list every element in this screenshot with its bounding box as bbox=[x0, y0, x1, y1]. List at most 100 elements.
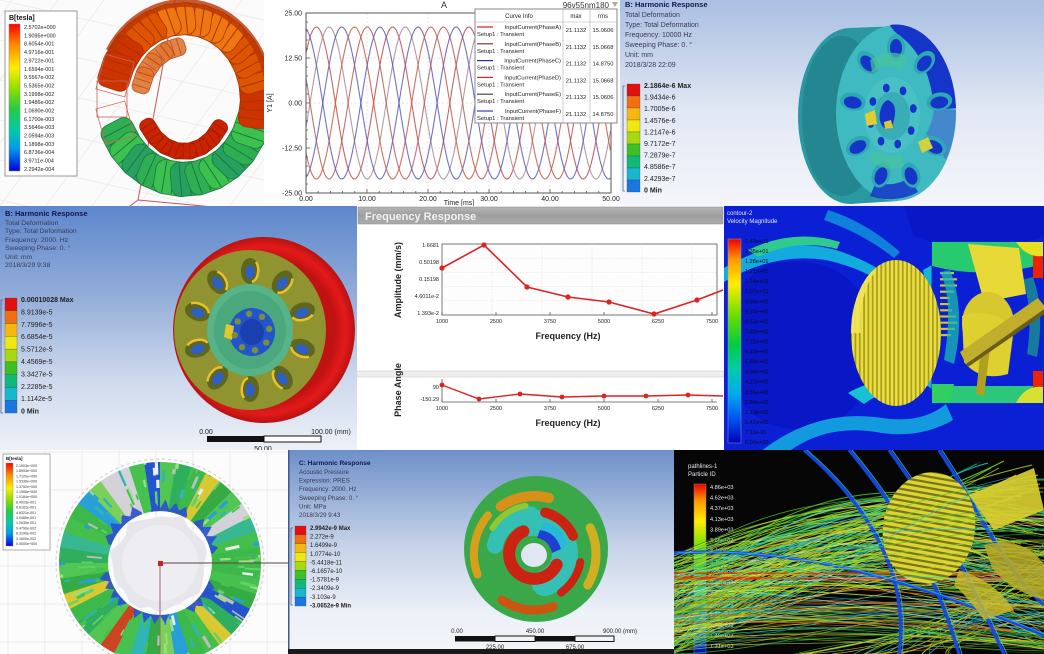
svg-text:2.4293e-7: 2.4293e-7 bbox=[644, 176, 676, 183]
svg-text:A: A bbox=[441, 0, 447, 10]
svg-text:Amplitude (mm/s): Amplitude (mm/s) bbox=[393, 242, 403, 318]
svg-text:InputCurrent(PhaseF): InputCurrent(PhaseF) bbox=[505, 109, 561, 115]
svg-text:1.2639e-001: 1.2639e-001 bbox=[16, 521, 36, 525]
svg-text:1.9095e+000: 1.9095e+000 bbox=[24, 33, 56, 39]
svg-text:Unit: MPa: Unit: MPa bbox=[299, 503, 327, 510]
svg-text:3.9711e-004: 3.9711e-004 bbox=[24, 159, 54, 165]
svg-text:2.0594e-003: 2.0594e-003 bbox=[24, 134, 54, 140]
svg-text:6.8736e-004: 6.8736e-004 bbox=[24, 150, 54, 156]
svg-text:2018/3/29 9:43: 2018/3/29 9:43 bbox=[299, 512, 341, 519]
svg-text:1.6681: 1.6681 bbox=[422, 243, 439, 249]
svg-text:2018/3/28 22:09: 2018/3/28 22:09 bbox=[625, 62, 676, 69]
svg-text:30.00: 30.00 bbox=[480, 196, 498, 203]
svg-text:Setup1 : Transient: Setup1 : Transient bbox=[477, 32, 524, 38]
svg-text:B: Harmonic Response: B: Harmonic Response bbox=[625, 0, 708, 9]
svg-text:Unit: mm: Unit: mm bbox=[5, 254, 33, 261]
svg-text:7.11e-01: 7.11e-01 bbox=[745, 430, 767, 436]
svg-text:3.56e+00: 3.56e+00 bbox=[745, 390, 769, 396]
svg-text:Time [ms]: Time [ms] bbox=[444, 200, 475, 206]
svg-text:3.1998e-002: 3.1998e-002 bbox=[24, 92, 54, 98]
svg-text:Expression: PRES: Expression: PRES bbox=[299, 478, 350, 485]
svg-text:225.00: 225.00 bbox=[486, 645, 505, 651]
svg-text:1.6499e-9: 1.6499e-9 bbox=[310, 543, 338, 549]
svg-text:0.00010028 Max: 0.00010028 Max bbox=[21, 297, 74, 304]
svg-text:-2.3409e-9: -2.3409e-9 bbox=[310, 586, 340, 592]
svg-text:3750: 3750 bbox=[544, 319, 556, 325]
svg-text:4.62e+03: 4.62e+03 bbox=[710, 496, 734, 502]
svg-text:21.1132: 21.1132 bbox=[566, 95, 587, 101]
svg-text:7500: 7500 bbox=[706, 406, 718, 412]
svg-text:20.00: 20.00 bbox=[419, 196, 437, 203]
svg-text:2.9722e-001: 2.9722e-001 bbox=[24, 58, 54, 64]
svg-text:Unit: mm: Unit: mm bbox=[625, 52, 653, 59]
svg-text:5.5365e-002: 5.5365e-002 bbox=[24, 83, 54, 89]
svg-text:14.8750: 14.8750 bbox=[593, 62, 614, 68]
svg-text:1000: 1000 bbox=[436, 406, 448, 412]
svg-text:4.8586e-7: 4.8586e-7 bbox=[644, 164, 676, 171]
svg-text:1.1898e-003: 1.1898e-003 bbox=[24, 142, 54, 148]
svg-text:21.1132: 21.1132 bbox=[566, 112, 587, 118]
svg-text:8.9139e-5: 8.9139e-5 bbox=[21, 309, 53, 316]
svg-text:2.5702e+000: 2.5702e+000 bbox=[24, 25, 56, 31]
svg-text:Curve Info: Curve Info bbox=[505, 14, 533, 20]
svg-text:InputCurrent(PhaseE): InputCurrent(PhaseE) bbox=[505, 92, 561, 98]
svg-text:2.13e+00: 2.13e+00 bbox=[745, 410, 769, 416]
svg-text:3750: 3750 bbox=[544, 406, 556, 412]
svg-text:9.4790e-002: 9.4790e-002 bbox=[16, 526, 36, 530]
svg-text:Total Deformation: Total Deformation bbox=[5, 220, 58, 227]
svg-text:12.50: 12.50 bbox=[284, 56, 302, 63]
svg-text:1.07e+01: 1.07e+01 bbox=[745, 289, 769, 295]
svg-text:1.2147e-6: 1.2147e-6 bbox=[644, 129, 676, 136]
svg-text:Sweeping Phase: 0. °: Sweeping Phase: 0. ° bbox=[625, 41, 692, 49]
svg-text:15.0606: 15.0606 bbox=[593, 28, 614, 34]
svg-text:1.42e+00: 1.42e+00 bbox=[745, 420, 769, 426]
svg-text:1.1968e+000: 1.1968e+000 bbox=[16, 490, 37, 494]
svg-text:Setup1 : Transient: Setup1 : Transient bbox=[477, 66, 524, 72]
svg-text:1.0774e-10: 1.0774e-10 bbox=[310, 552, 341, 558]
svg-text:2.9942e-9 Max: 2.9942e-9 Max bbox=[310, 526, 351, 532]
svg-text:8.6054e-001: 8.6054e-001 bbox=[24, 42, 54, 48]
svg-text:5000: 5000 bbox=[598, 406, 610, 412]
svg-text:-12.50: -12.50 bbox=[282, 146, 302, 153]
svg-text:6.1700e-003: 6.1700e-003 bbox=[24, 117, 54, 123]
svg-text:0.00: 0.00 bbox=[288, 101, 302, 108]
svg-text:1.393e-2: 1.393e-2 bbox=[417, 311, 439, 317]
svg-text:7.2879e-7: 7.2879e-7 bbox=[644, 153, 676, 160]
svg-text:Particle ID: Particle ID bbox=[688, 472, 716, 478]
svg-text:3.0480e-001: 3.0480e-001 bbox=[16, 516, 36, 520]
svg-text:21.1132: 21.1132 bbox=[566, 62, 587, 68]
svg-text:Acoustic Pressure: Acoustic Pressure bbox=[299, 469, 349, 476]
svg-text:Setup1 : Transient: Setup1 : Transient bbox=[477, 49, 524, 55]
svg-text:4.8321e-001: 4.8321e-001 bbox=[16, 511, 36, 515]
svg-text:1.7005e-6: 1.7005e-6 bbox=[644, 106, 676, 113]
svg-text:1.3752e+000: 1.3752e+000 bbox=[16, 485, 37, 489]
svg-text:6.6162e-001: 6.6162e-001 bbox=[16, 506, 36, 510]
svg-text:4.98e+00: 4.98e+00 bbox=[745, 370, 769, 376]
svg-text:1.9434e-6: 1.9434e-6 bbox=[644, 95, 676, 102]
svg-text:pathlines-1: pathlines-1 bbox=[688, 464, 718, 470]
svg-text:InputCurrent(PhaseB): InputCurrent(PhaseB) bbox=[505, 42, 561, 48]
svg-text:6.40e+00: 6.40e+00 bbox=[745, 350, 769, 356]
svg-text:0 Min: 0 Min bbox=[644, 187, 662, 194]
svg-text:InputCurrent(PhaseD): InputCurrent(PhaseD) bbox=[504, 75, 561, 81]
svg-text:B[tesla]: B[tesla] bbox=[6, 456, 23, 461]
svg-text:7.7996e-5: 7.7996e-5 bbox=[21, 322, 53, 329]
svg-text:1.5336e+000: 1.5336e+000 bbox=[16, 480, 37, 484]
svg-text:3.3427e-5: 3.3427e-5 bbox=[21, 371, 53, 378]
svg-text:9.7172e-7: 9.7172e-7 bbox=[644, 141, 676, 148]
svg-text:9.5567e-002: 9.5567e-002 bbox=[24, 75, 54, 81]
svg-text:1.28e+01: 1.28e+01 bbox=[745, 259, 769, 265]
svg-text:21.1132: 21.1132 bbox=[566, 28, 587, 34]
svg-text:15.0606: 15.0606 bbox=[593, 95, 614, 101]
svg-text:Setup1 : Transient: Setup1 : Transient bbox=[477, 116, 524, 122]
svg-text:1.14e+01: 1.14e+01 bbox=[745, 279, 769, 285]
svg-text:15.0668: 15.0668 bbox=[593, 78, 614, 84]
svg-text:1.35e+01: 1.35e+01 bbox=[745, 249, 769, 255]
svg-text:50.00: 50.00 bbox=[254, 446, 272, 450]
svg-text:Type: Total Deformation: Type: Total Deformation bbox=[625, 22, 699, 29]
svg-text:2500: 2500 bbox=[490, 406, 502, 412]
svg-text:7.82e+00: 7.82e+00 bbox=[745, 330, 769, 336]
svg-text:7500: 7500 bbox=[706, 319, 718, 325]
svg-text:2500: 2500 bbox=[490, 319, 502, 325]
svg-text:2.2942e-004: 2.2942e-004 bbox=[24, 167, 54, 173]
